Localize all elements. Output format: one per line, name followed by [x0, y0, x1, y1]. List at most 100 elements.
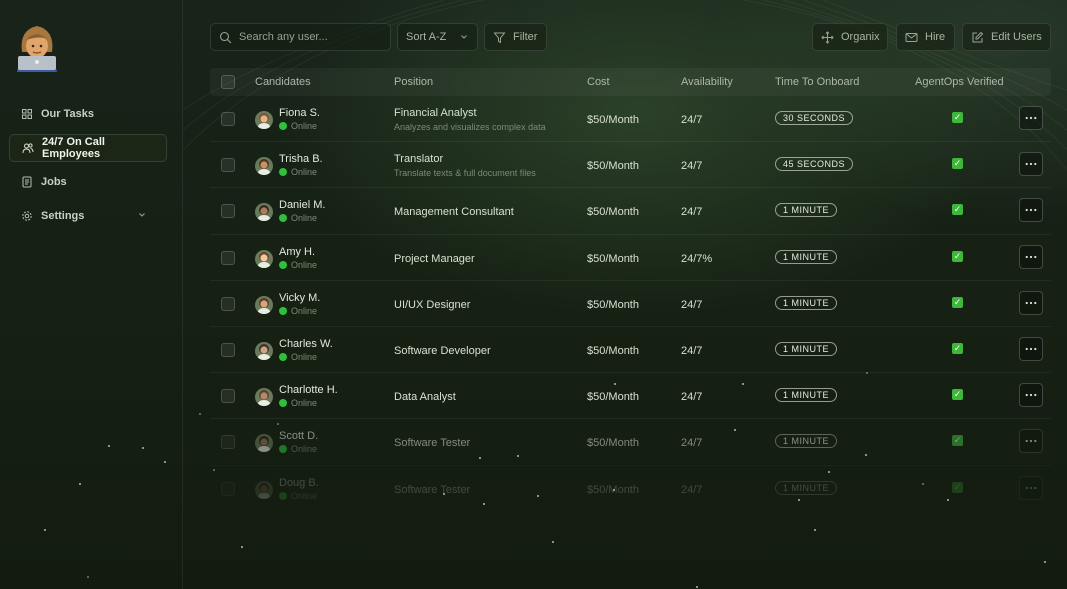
ellipsis-icon: [1025, 347, 1037, 351]
more-options-button[interactable]: [1019, 383, 1043, 408]
table-row[interactable]: Daniel M. Online Management Consultant $50/…: [210, 188, 1051, 235]
column-header-cost[interactable]: Cost: [587, 76, 610, 88]
row-checkbox[interactable]: [221, 342, 235, 357]
row-checkbox[interactable]: [221, 296, 235, 311]
online-status: Online: [279, 121, 317, 131]
availability-value: 24/7: [681, 391, 703, 404]
online-dot-icon: [279, 445, 287, 454]
column-header-availability[interactable]: Availability: [681, 76, 733, 88]
candidate-name[interactable]: Trisha B.: [279, 153, 323, 166]
candidate-name[interactable]: Amy H.: [279, 245, 316, 258]
row-checkbox[interactable]: [221, 204, 235, 219]
verified-check-icon: ✓: [952, 342, 963, 354]
chevron-down-icon[interactable]: [137, 210, 147, 220]
verified-check-icon: ✓: [952, 296, 963, 308]
organix-button[interactable]: Organix: [812, 23, 888, 51]
status-text: Online: [291, 305, 318, 316]
cost-value: $50/Month: [587, 114, 639, 126]
row-checkbox[interactable]: [221, 435, 235, 450]
more-options-button[interactable]: [1019, 106, 1043, 130]
online-status: Online: [279, 306, 317, 316]
sidebar-item-label: Settings: [41, 210, 85, 222]
availability-value: 24/7: [681, 298, 703, 311]
edit-users-label: Edit Users: [991, 31, 1042, 43]
row-checkbox[interactable]: [221, 482, 235, 496]
search-icon: [219, 31, 232, 44]
hire-button[interactable]: Hire: [896, 23, 955, 51]
candidate-name[interactable]: Charles W.: [279, 337, 333, 350]
status-text: Online: [291, 259, 318, 270]
status-text: Online: [291, 121, 318, 131]
row-checkbox[interactable]: [221, 112, 235, 126]
cost-value: $50/Month: [587, 391, 639, 404]
more-options-button[interactable]: [1019, 429, 1043, 454]
candidate-name[interactable]: Daniel M.: [279, 199, 326, 212]
column-header-time-to-onboard[interactable]: Time To Onboard: [775, 76, 860, 88]
table-row[interactable]: Charles W. Online Software Developer $50/Mo…: [210, 327, 1051, 374]
avatar: [255, 388, 273, 407]
verified-check-icon: ✓: [952, 481, 963, 493]
user-avatar[interactable]: [14, 22, 60, 72]
candidate-name[interactable]: Doug B.: [279, 476, 319, 489]
table-row[interactable]: Trisha B. Online Translator Translate texts…: [210, 142, 1051, 189]
onboard-time-badge: 1 MINUTE: [775, 295, 838, 310]
availability-value: 24/7: [681, 344, 703, 357]
onboard-time-badge: 1 MINUTE: [775, 341, 838, 356]
more-options-button[interactable]: [1019, 290, 1043, 315]
candidate-name[interactable]: Scott D.: [279, 430, 319, 443]
select-all-checkbox[interactable]: [221, 75, 235, 89]
search-input[interactable]: [239, 31, 379, 43]
search-box[interactable]: [210, 23, 391, 51]
online-status: Online: [279, 491, 317, 501]
sort-dropdown[interactable]: Sort A-Z: [397, 23, 478, 51]
row-checkbox[interactable]: [221, 158, 235, 173]
column-header-agentops-verified[interactable]: AgentOps Verified: [915, 76, 1004, 88]
online-dot-icon: [279, 122, 287, 130]
column-header-candidates[interactable]: Candidates: [255, 76, 311, 88]
online-status: Online: [279, 167, 317, 177]
column-header-position[interactable]: Position: [394, 76, 434, 88]
table-row[interactable]: Doug B. Online Software Tester $50/Month 24/…: [210, 466, 1051, 512]
onboard-time-badge: 1 MINUTE: [775, 249, 838, 264]
verified-check-icon: ✓: [952, 204, 963, 216]
ellipsis-icon: [1025, 440, 1037, 443]
avatar: [255, 341, 273, 360]
sidebar-item-our-tasks[interactable]: Our Tasks: [9, 100, 167, 128]
onboard-time-badge: 1 MINUTE: [775, 203, 838, 218]
online-dot-icon: [279, 214, 287, 223]
online-status: Online: [279, 260, 317, 270]
avatar: [255, 434, 273, 453]
candidates-table: Candidates Position Cost Availability Ti…: [210, 68, 1051, 512]
candidate-name[interactable]: Charlotte H.: [279, 384, 338, 397]
onboard-time-badge: 1 MINUTE: [775, 434, 838, 449]
position-title: Translator: [394, 153, 444, 166]
table-row[interactable]: Amy H. Online Project Manager $50/Month 24/7…: [210, 235, 1051, 281]
more-options-button[interactable]: [1019, 336, 1043, 361]
avatar: [255, 295, 273, 314]
table-row[interactable]: Scott D. Online Software Tester $50/Month 24…: [210, 419, 1051, 465]
edit-users-button[interactable]: Edit Users: [962, 23, 1051, 51]
table-row[interactable]: Fiona S. Online Financial Analyst Analyzes …: [210, 96, 1051, 143]
sidebar-item-jobs[interactable]: Jobs: [9, 168, 167, 196]
more-options-button[interactable]: [1019, 198, 1043, 223]
candidate-name[interactable]: Fiona S.: [279, 107, 320, 119]
filter-button[interactable]: Filter: [484, 23, 547, 51]
availability-value: 24/7%: [681, 252, 713, 265]
sidebar-item-label: Our Tasks: [41, 108, 94, 120]
row-checkbox[interactable]: [221, 389, 235, 404]
table-row[interactable]: Vicky M. Online UI/UX Designer $50/Month 24/…: [210, 281, 1051, 327]
more-options-button[interactable]: [1019, 244, 1043, 269]
row-checkbox[interactable]: [221, 250, 235, 265]
table-row[interactable]: Charlotte H. Online Data Analyst $50/Month 2…: [210, 373, 1051, 420]
online-dot-icon: [279, 168, 287, 177]
sidebar-item-settings[interactable]: Settings: [9, 202, 167, 230]
status-text: Online: [291, 398, 318, 409]
more-options-button[interactable]: [1019, 475, 1043, 500]
sort-label: Sort A-Z: [406, 31, 447, 43]
position-title: Data Analyst: [394, 391, 456, 404]
cost-value: $50/Month: [587, 206, 639, 219]
cost-value: $50/Month: [587, 252, 639, 265]
sidebar-item-on-call-employees[interactable]: 24/7 On Call Employees: [9, 134, 167, 162]
more-options-button[interactable]: [1019, 152, 1043, 177]
candidate-name[interactable]: Vicky M.: [279, 291, 321, 304]
